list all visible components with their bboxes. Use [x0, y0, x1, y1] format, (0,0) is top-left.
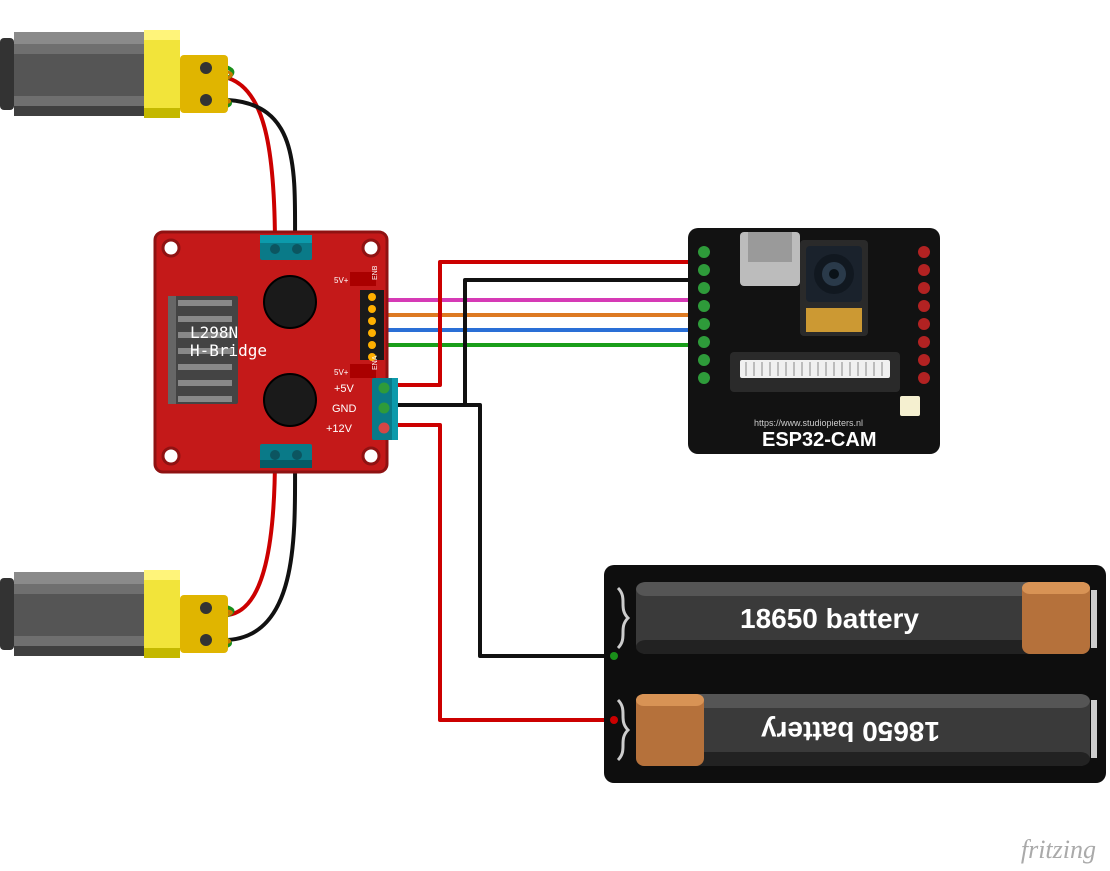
- wiring-diagram: L298N H-Bridge 5V+ 5V+ ENB ENA +5V GND +…: [0, 0, 1110, 871]
- enb-label: ENB: [372, 265, 379, 280]
- l298n-label-1: L298N: [190, 323, 238, 342]
- dc-motor-bottom: [0, 570, 228, 658]
- ena-label: ENA: [372, 355, 379, 370]
- jumper-label-bot: 5V+: [334, 368, 349, 377]
- esp32-label: ESP32-CAM: [762, 429, 876, 451]
- l298n-board: L298N H-Bridge 5V+ 5V+ ENB ENA +5V GND +…: [155, 232, 398, 472]
- power-gnd-label: GND: [332, 403, 357, 415]
- wire-12v-red-bat: [395, 425, 608, 720]
- battery-label-bottom: 18650 battery: [761, 716, 940, 747]
- power-12v-label: +12V: [326, 423, 353, 435]
- esp32-cam-board: https://www.studiopieters.nl ESP32-CAM: [688, 228, 940, 454]
- power-5v-label: +5V: [334, 383, 355, 395]
- jumper-label-top: 5V+: [334, 276, 349, 285]
- wire-sig-blue: [380, 315, 710, 330]
- l298n-label-2: H-Bridge: [190, 341, 267, 360]
- battery-label-top: 18650 battery: [740, 603, 919, 634]
- dc-motor-top: [0, 30, 228, 118]
- wire-gnd-black-bat: [395, 405, 608, 656]
- esp32-sublabel: https://www.studiopieters.nl: [754, 418, 863, 428]
- wire-sig-green: [380, 333, 710, 345]
- wire-gnd-black-esp: [395, 262, 710, 405]
- wire-motor2-red: [228, 455, 275, 615]
- battery-holder: 18650 battery 18650 battery: [604, 565, 1106, 783]
